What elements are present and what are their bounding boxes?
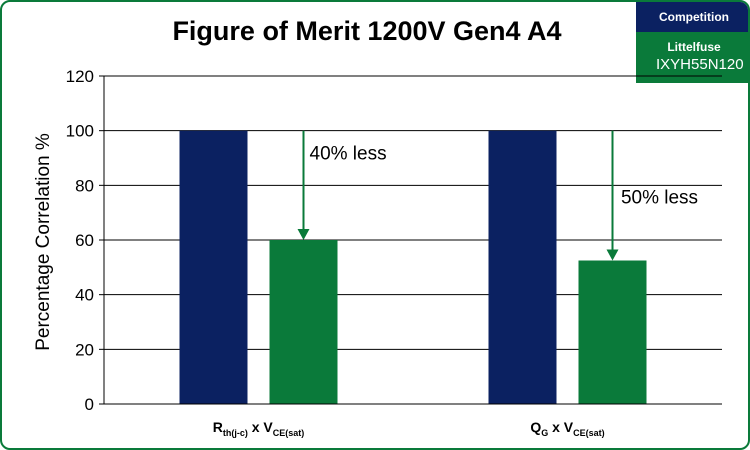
legend-littelfuse: Littelfuse IXYH55N120 (636, 32, 748, 83)
annotation-arrow-head (606, 249, 619, 261)
y-tick-label: 20 (75, 340, 94, 359)
y-tick-label: 40 (75, 286, 94, 305)
annotation-layer: 40% less 50% less (297, 130, 698, 261)
bar-littelfuse-1 (578, 260, 647, 404)
y-tick-label: 100 (66, 122, 94, 141)
bar-competition-0 (179, 130, 248, 404)
legend-littelfuse-label: Littelfuse (667, 40, 721, 54)
legend-littelfuse-part: IXYH55N120 (656, 56, 744, 73)
annotation-label: 50% less (621, 188, 698, 209)
axis-layer: 0 20 40 60 80 100 120 Rth(j-c) x VCE(sat) QG x V… (66, 67, 722, 438)
bar-littelfuse-0 (269, 240, 338, 404)
y-axis-label: Percentage Correlation % (33, 133, 54, 351)
bars-layer (179, 130, 647, 404)
x-tick-label: QG x VCE(sat) (530, 419, 604, 438)
chart-title: Figure of Merit 1200V Gen4 A4 (172, 16, 562, 46)
legend-competition: Competition (636, 2, 748, 32)
annotation-arrow-head (297, 229, 310, 240)
y-tick-label: 0 (85, 395, 94, 414)
y-tick-label: 120 (66, 67, 94, 86)
x-tick-label: Rth(j-c) x VCE(sat) (213, 419, 305, 438)
y-tick-label: 60 (75, 231, 94, 250)
legend-competition-label: Competition (659, 10, 729, 24)
annotation-label: 40% less (310, 144, 387, 165)
y-tick-label: 80 (75, 176, 94, 195)
bar-competition-1 (488, 130, 557, 404)
